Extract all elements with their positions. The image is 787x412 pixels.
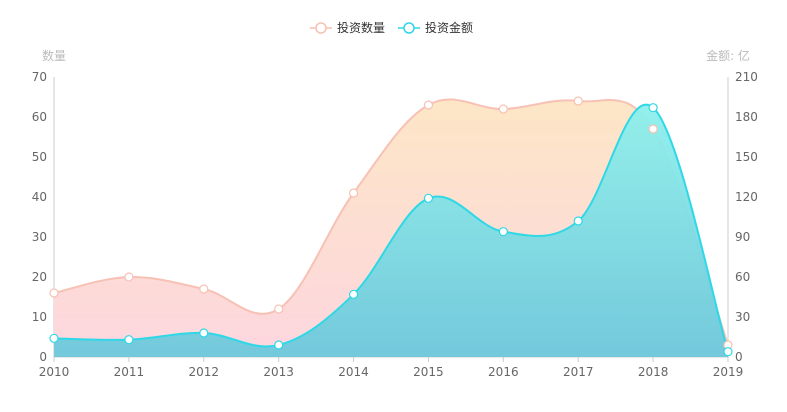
left-tick-label: 0 <box>39 350 47 364</box>
data-point <box>274 304 284 314</box>
data-point <box>648 103 658 113</box>
left-tick-label: 60 <box>32 110 47 124</box>
legend-label: 投资金额 <box>425 20 473 35</box>
data-point <box>348 188 359 198</box>
x-tick-label: 2013 <box>263 365 294 379</box>
x-tick-label: 2011 <box>114 365 145 379</box>
data-point <box>573 216 583 226</box>
x-tick-label: 2019 <box>713 365 744 379</box>
x-tick-label: 2017 <box>563 365 594 379</box>
legend-marker <box>403 22 415 34</box>
data-point <box>423 193 434 203</box>
right-tick-label: 60 <box>735 270 750 284</box>
data-point <box>124 272 134 282</box>
data-point <box>199 284 209 294</box>
data-point <box>648 124 658 134</box>
left-tick-label: 70 <box>32 70 47 84</box>
data-point <box>199 328 209 338</box>
legend-marker <box>315 22 327 34</box>
right-tick-label: 90 <box>735 230 750 244</box>
right-tick-label: 150 <box>735 150 758 164</box>
data-point <box>49 333 59 343</box>
data-point <box>573 96 583 106</box>
right-tick-label: 180 <box>735 110 758 124</box>
right-tick-label: 0 <box>735 350 743 364</box>
series-area-2 <box>54 104 728 357</box>
legend-label: 投资数量 <box>337 20 385 35</box>
left-tick-label: 50 <box>32 150 47 164</box>
data-point <box>49 288 59 298</box>
data-point <box>498 104 508 114</box>
left-tick-label: 20 <box>32 270 47 284</box>
x-tick-label: 2015 <box>413 365 444 379</box>
data-point <box>498 227 508 237</box>
x-tick-label: 2012 <box>189 365 220 379</box>
right-axis-label: 金额: 亿 <box>706 48 750 63</box>
x-tick-label: 2010 <box>39 365 70 379</box>
right-tick-label: 120 <box>735 190 758 204</box>
data-point <box>274 340 284 350</box>
x-tick-label: 2016 <box>488 365 519 379</box>
right-tick-label: 30 <box>735 310 750 324</box>
left-tick-label: 30 <box>32 230 47 244</box>
right-tick-label: 210 <box>735 70 758 84</box>
data-point <box>423 100 434 110</box>
x-tick-label: 2018 <box>638 365 669 379</box>
left-tick-label: 40 <box>32 190 47 204</box>
x-tick-label: 2014 <box>338 365 369 379</box>
legend: 投资数量 投资金额 <box>310 20 473 35</box>
data-point <box>348 289 359 299</box>
left-tick-label: 10 <box>32 310 47 324</box>
data-point <box>723 347 733 357</box>
data-point <box>124 335 134 345</box>
left-axis-label: 数量 <box>42 48 66 63</box>
